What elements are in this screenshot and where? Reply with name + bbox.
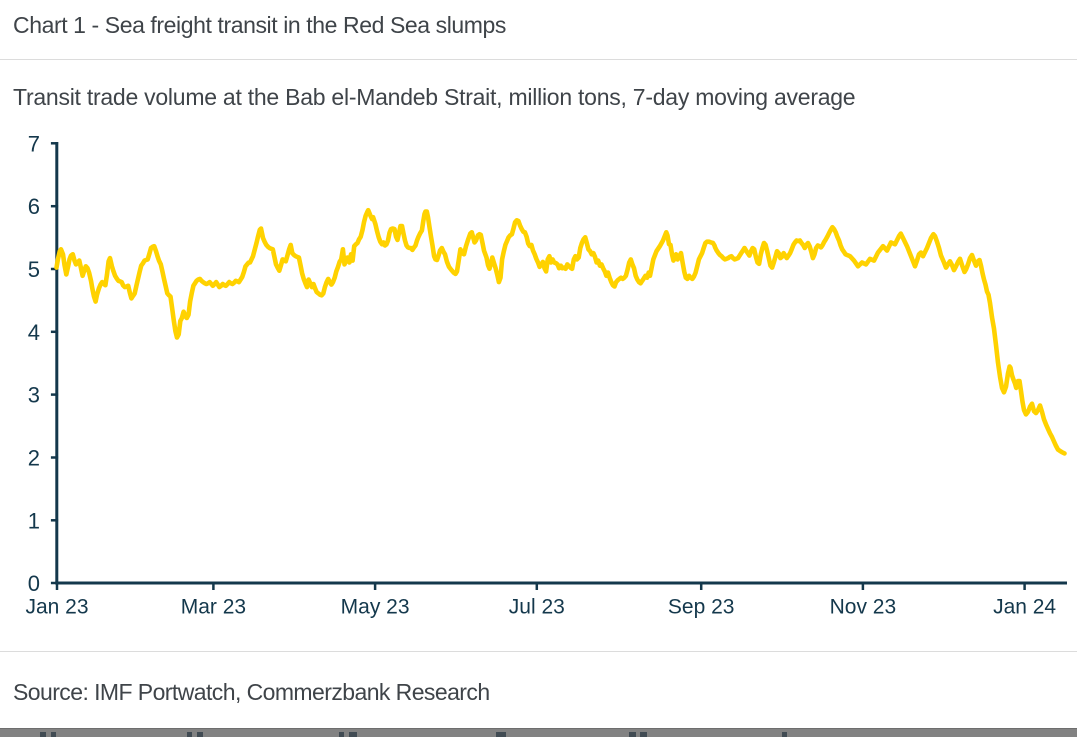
svg-text:Jul 23: Jul 23 xyxy=(509,595,565,618)
svg-text:Jan 24: Jan 24 xyxy=(993,595,1056,618)
svg-text:5: 5 xyxy=(28,257,40,282)
svg-text:1: 1 xyxy=(28,508,40,533)
svg-text:6: 6 xyxy=(28,194,40,219)
svg-text:Mar 23: Mar 23 xyxy=(181,595,246,618)
svg-text:7: 7 xyxy=(28,131,40,156)
svg-text:Sep 23: Sep 23 xyxy=(668,595,735,618)
svg-text:3: 3 xyxy=(28,383,40,408)
svg-text:2: 2 xyxy=(28,446,40,471)
svg-text:0: 0 xyxy=(28,571,40,596)
svg-text:Nov 23: Nov 23 xyxy=(830,595,897,618)
svg-text:4: 4 xyxy=(28,320,40,345)
svg-text:May 23: May 23 xyxy=(341,595,410,618)
svg-text:Jan 23: Jan 23 xyxy=(25,595,88,618)
